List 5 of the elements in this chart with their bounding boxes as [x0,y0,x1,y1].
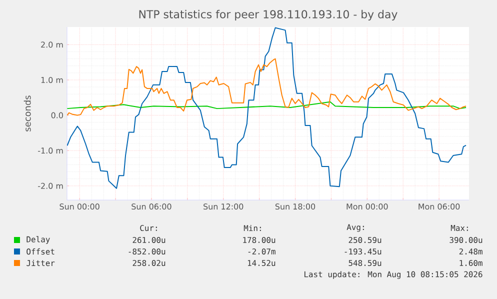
line-series [67,27,467,189]
line-series [67,58,467,116]
y-axis-title: seconds [24,96,31,132]
chart-title: NTP statistics for peer 198.110.193.10 - by day [139,10,398,21]
line-series [67,101,467,110]
